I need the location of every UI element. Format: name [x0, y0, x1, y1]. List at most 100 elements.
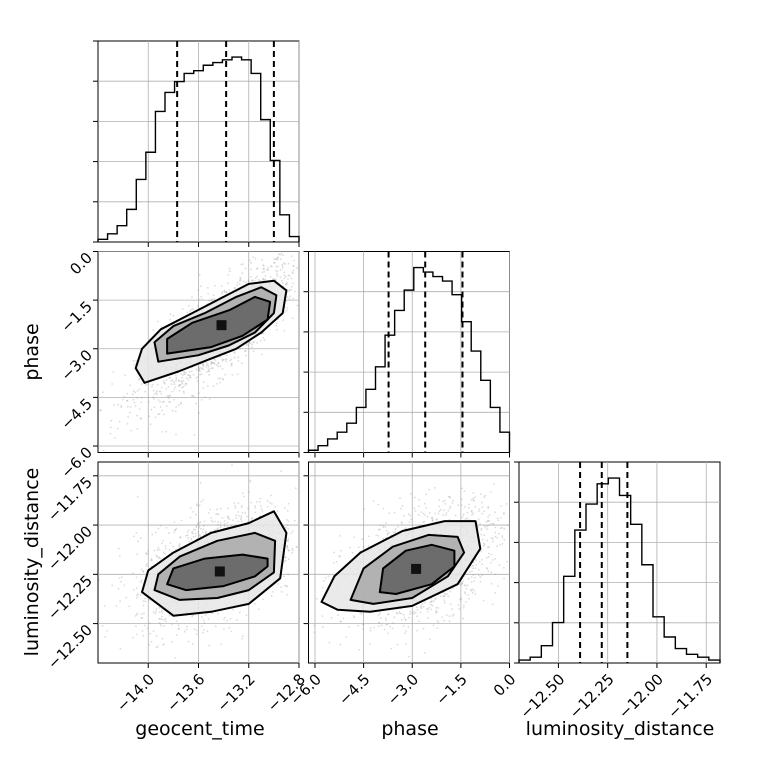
scatter-geocent-time-vs-luminosity-distance-point — [219, 526, 222, 529]
scatter-geocent-time-vs-luminosity-distance-point — [183, 630, 186, 633]
scatter-phase-vs-luminosity-distance-point — [442, 500, 444, 503]
scatter-geocent-time-vs-phase-point — [228, 267, 231, 270]
scatter-geocent-time-vs-luminosity-distance-point — [196, 522, 199, 525]
scatter-phase-vs-luminosity-distance-contour-0 — [320, 520, 482, 613]
scatter-geocent-time-vs-phase-point — [177, 385, 180, 388]
scatter-geocent-time-vs-luminosity-distance-point — [157, 546, 160, 549]
scatter-geocent-time-vs-phase-point — [285, 283, 287, 285]
scatter-geocent-time-vs-phase-point — [290, 255, 293, 257]
scatter-geocent-time-vs-phase-point — [279, 276, 282, 279]
scatter-geocent-time-vs-luminosity-distance-point — [244, 512, 247, 515]
scatter-geocent-time-vs-luminosity-distance-point — [294, 487, 297, 490]
scatter-phase-vs-luminosity-distance-point — [447, 595, 450, 598]
scatter-phase-vs-luminosity-distance-point — [483, 496, 486, 499]
scatter-phase-vs-luminosity-distance-point — [379, 524, 382, 527]
scatter-geocent-time-vs-luminosity-distance-point — [135, 633, 138, 636]
scatter-geocent-time-vs-phase-point — [212, 361, 215, 364]
scatter-phase-vs-luminosity-distance-point — [503, 538, 506, 541]
scatter-phase-vs-luminosity-distance-point — [404, 643, 407, 645]
scatter-phase-vs-luminosity-distance-point — [500, 505, 502, 507]
scatter-geocent-time-vs-phase-point — [247, 280, 250, 282]
scatter-phase-vs-luminosity-distance-point — [361, 623, 364, 625]
scatter-geocent-time-vs-luminosity-distance-point — [231, 464, 233, 466]
scatter-phase-vs-luminosity-distance-point — [452, 587, 454, 590]
scatter-phase-vs-luminosity-distance-point — [345, 636, 347, 638]
scatter-geocent-time-vs-luminosity-distance-point — [240, 506, 243, 509]
scatter-geocent-time-vs-phase-point — [184, 373, 186, 376]
scatter-geocent-time-vs-phase-point — [221, 359, 224, 362]
scatter-geocent-time-vs-luminosity-distance-point — [241, 504, 243, 507]
scatter-phase-vs-luminosity-distance-point — [408, 521, 411, 523]
scatter-phase-vs-luminosity-distance-point — [487, 507, 490, 509]
scatter-geocent-time-vs-phase-point — [286, 296, 289, 299]
scatter-geocent-time-vs-phase-point — [280, 279, 283, 282]
scatter-geocent-time-vs-phase-point — [166, 395, 169, 397]
scatter-phase-vs-luminosity-distance-point — [490, 571, 493, 574]
scatter-phase-vs-luminosity-distance-point — [362, 546, 365, 549]
scatter-geocent-time-vs-phase-point — [287, 278, 289, 280]
scatter-geocent-time-vs-phase-point — [175, 378, 178, 381]
scatter-phase-vs-luminosity-distance-point — [396, 612, 399, 615]
scatter-phase-vs-luminosity-distance-point — [432, 600, 435, 603]
scatter-geocent-time-vs-luminosity-distance-point — [242, 635, 244, 637]
scatter-phase-vs-luminosity-distance-point — [362, 623, 365, 626]
scatter-geocent-time-vs-luminosity-distance-point — [140, 617, 143, 619]
scatter-geocent-time-vs-phase-point — [264, 275, 267, 277]
scatter-phase-vs-luminosity-distance-point — [452, 613, 455, 616]
scatter-geocent-time-vs-luminosity-distance-point — [164, 545, 167, 548]
scatter-phase-vs-luminosity-distance-point — [454, 514, 457, 517]
scatter-geocent-time-vs-phase-point — [216, 382, 218, 385]
scatter-geocent-time-vs-phase-point — [244, 350, 246, 353]
scatter-geocent-time-vs-luminosity-distance-point — [195, 633, 198, 635]
scatter-phase-vs-luminosity-distance-point — [420, 605, 423, 608]
scatter-geocent-time-vs-luminosity-distance-point — [140, 581, 143, 584]
scatter-geocent-time-vs-phase-point — [279, 258, 282, 260]
scatter-geocent-time-vs-phase-point — [207, 293, 210, 295]
scatter-geocent-time-vs-phase-point — [275, 258, 278, 261]
scatter-phase-vs-luminosity-distance-point — [498, 532, 500, 535]
scatter-geocent-time-vs-luminosity-distance-point — [200, 616, 203, 618]
scatter-phase-vs-luminosity-distance-point — [475, 559, 477, 562]
scatter-geocent-time-vs-luminosity-distance-point — [159, 623, 162, 626]
scatter-phase-vs-luminosity-distance-point — [483, 525, 486, 527]
scatter-phase-vs-luminosity-distance-point — [390, 647, 393, 650]
scatter-geocent-time-vs-luminosity-distance-point — [227, 516, 229, 519]
scatter-geocent-time-vs-luminosity-distance-point — [189, 516, 192, 519]
scatter-geocent-time-vs-phase-point — [262, 278, 265, 280]
scatter-geocent-time-vs-phase-point — [169, 376, 171, 379]
scatter-phase-vs-luminosity-distance-point — [487, 506, 490, 508]
scatter-geocent-time-vs-luminosity-distance-point — [135, 596, 138, 599]
scatter-phase-vs-luminosity-distance-point — [313, 624, 316, 627]
scatter-phase-vs-luminosity-distance-point — [385, 529, 388, 532]
scatter-geocent-time-vs-luminosity-distance-point — [251, 517, 254, 519]
scatter-phase-vs-luminosity-distance-point — [386, 623, 389, 626]
scatter-phase-vs-luminosity-distance-point — [496, 536, 498, 539]
scatter-geocent-time-vs-luminosity-distance-point — [140, 568, 143, 571]
scatter-geocent-time-vs-phase-point — [252, 256, 255, 259]
scatter-geocent-time-vs-phase-point — [285, 284, 287, 286]
scatter-phase-vs-luminosity-distance-point — [375, 534, 378, 536]
scatter-geocent-time-vs-luminosity-distance-point — [164, 547, 167, 550]
scatter-phase-vs-luminosity-distance-point — [494, 535, 497, 538]
scatter-geocent-time-vs-luminosity-distance-point — [271, 503, 273, 505]
scatter-geocent-time-vs-luminosity-distance-point — [223, 523, 226, 525]
scatter-geocent-time-vs-phase-point — [173, 383, 176, 385]
scatter-geocent-time-vs-luminosity-distance-point — [237, 511, 240, 513]
scatter-geocent-time-vs-luminosity-distance-point — [202, 629, 205, 631]
scatter-phase-vs-luminosity-distance-point — [394, 529, 397, 531]
scatter-geocent-time-vs-phase-point — [147, 383, 150, 386]
scatter-phase-vs-luminosity-distance-point — [434, 512, 436, 515]
scatter-geocent-time-vs-luminosity-distance-point — [187, 529, 190, 531]
scatter-geocent-time-vs-luminosity-distance-point — [200, 527, 202, 530]
scatter-phase-vs-luminosity-distance-point — [425, 507, 427, 509]
scatter-geocent-time-vs-phase-point — [126, 399, 129, 402]
scatter-phase-vs-luminosity-distance-point — [491, 559, 494, 561]
scatter-geocent-time-vs-luminosity-distance-point — [118, 555, 121, 557]
scatter-geocent-time-vs-phase-point — [163, 413, 165, 416]
scatter-geocent-time-vs-phase-point — [102, 449, 105, 452]
scatter-phase-vs-luminosity-distance-point — [451, 608, 453, 610]
scatter-geocent-time-vs-phase-point — [256, 267, 259, 270]
scatter-geocent-time-vs-luminosity-distance-point — [205, 532, 207, 535]
scatter-phase-vs-luminosity-distance-point — [422, 605, 425, 608]
scatter-geocent-time-vs-phase-point — [217, 365, 220, 368]
